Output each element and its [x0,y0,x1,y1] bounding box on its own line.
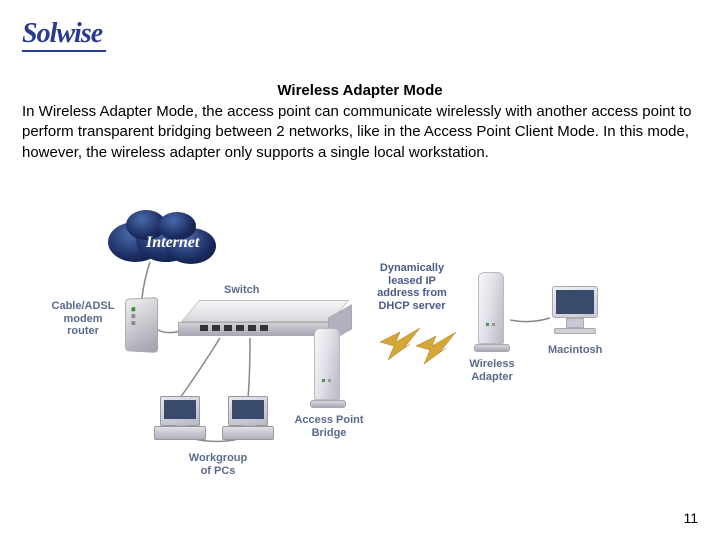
macintosh [548,286,604,340]
page-number: 11 [683,510,698,526]
wireless-bolt-icon [370,320,460,370]
modem-label: Cable/ADSLmodemrouter [48,300,118,338]
internet-label: Internet [146,234,199,252]
page-title: Wireless Adapter Mode [0,82,720,99]
internet-cloud: Internet [100,210,220,270]
access-point-bridge [310,328,346,408]
workgroup-pc-2 [222,396,278,450]
dhcp-label: Dynamicallyleased IPaddress fromDHCP ser… [366,262,458,313]
network-diagram: Internet Cable/ADSLmodemrouter Switch Ac… [70,200,630,480]
ap-bridge-label: Access PointBridge [284,414,374,439]
brand-logo: Solwise [22,18,102,50]
workgroup-label: Workgroupof PCs [178,452,258,477]
body-paragraph: In Wireless Adapter Mode, the access poi… [22,102,698,163]
macintosh-label: Macintosh [548,344,602,357]
wireless-adapter-label: WirelessAdapter [462,358,522,383]
switch-label: Switch [224,284,259,297]
modem-router [125,297,158,353]
brand-logo-underline [22,50,106,52]
workgroup-pc-1 [154,396,210,450]
wireless-adapter [474,272,510,352]
